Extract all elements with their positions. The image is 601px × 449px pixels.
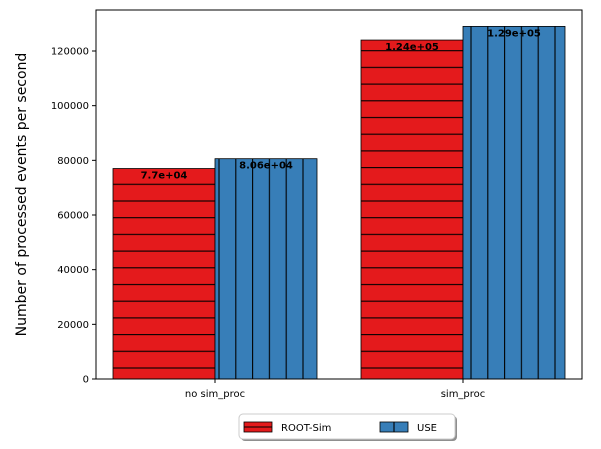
data-label-root-sim-no-sim-proc: 7.7e+04 xyxy=(141,171,188,182)
y-tick-label: 100000 xyxy=(51,101,89,112)
x-axis: no sim_proc sim_proc xyxy=(185,379,485,400)
data-label-use-no-sim-proc: 8.06e+04 xyxy=(239,161,293,172)
legend-label-root-sim: ROOT-Sim xyxy=(281,423,331,434)
bar-hatch-use-no-sim-proc xyxy=(214,158,318,380)
y-tick-label: 20000 xyxy=(57,320,89,331)
y-tick-label: 120000 xyxy=(51,47,89,58)
bars-layer xyxy=(112,25,566,380)
x-tick-label: no sim_proc xyxy=(185,389,245,400)
y-tick-label: 80000 xyxy=(57,156,89,167)
x-tick-label: sim_proc xyxy=(441,389,486,400)
legend-swatch-border-use xyxy=(379,421,409,433)
bar-hatch-root-sim-sim-proc xyxy=(360,39,464,380)
y-tick-label: 60000 xyxy=(57,211,89,222)
y-tick-label: 0 xyxy=(83,375,89,386)
data-labels-layer: 7.7e+04 8.06e+04 1.24e+05 1.29e+05 xyxy=(141,28,541,181)
legend-box xyxy=(238,413,456,440)
y-tick-label: 40000 xyxy=(57,265,89,276)
bar-hatch-use-sim-proc xyxy=(462,25,566,380)
legend-label-use: USE xyxy=(417,423,437,434)
data-label-use-sim-proc: 1.29e+05 xyxy=(487,28,541,39)
bar-hatch-root-sim-no-sim-proc xyxy=(112,168,216,380)
y-axis: 0 20000 40000 60000 80000 100000 120000 xyxy=(51,47,96,386)
data-label-root-sim-sim-proc: 1.24e+05 xyxy=(385,42,439,53)
y-axis-title: Number of processed events per second xyxy=(14,53,30,337)
legend-swatch-border-root-sim xyxy=(243,421,273,433)
legend: ROOT-Sim USE xyxy=(238,413,457,441)
plot-frame xyxy=(95,9,583,380)
